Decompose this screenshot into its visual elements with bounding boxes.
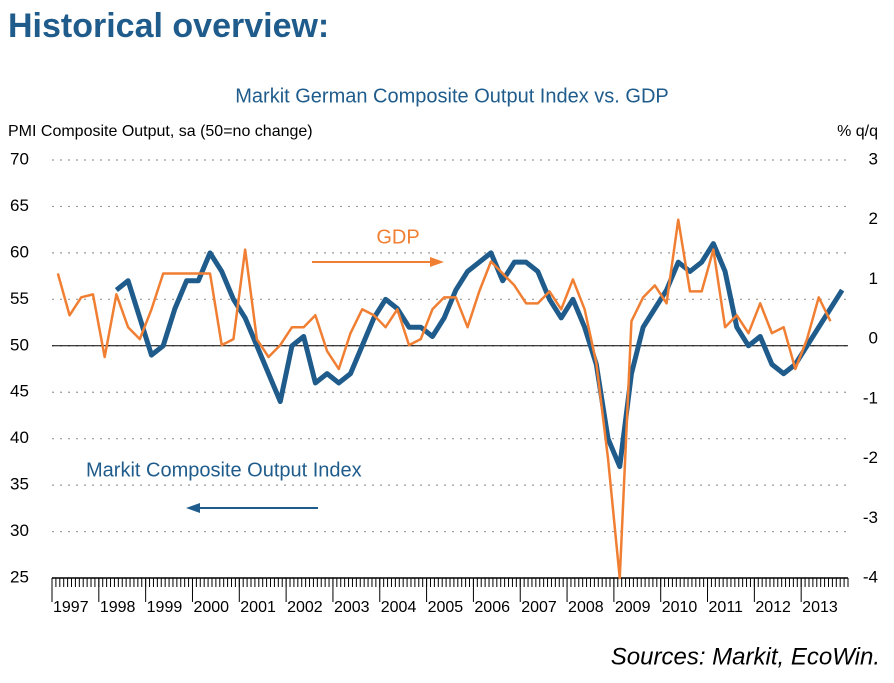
x-tick-label: 1998 (100, 599, 136, 616)
x-tick-label: 2000 (193, 599, 229, 616)
y2-axis-label: % q/q (837, 123, 878, 140)
y2-tick-label: 3 (869, 149, 878, 168)
x-tick-label: 2007 (521, 599, 557, 616)
x-tick-label: 2009 (615, 599, 651, 616)
x-tick-label: 2003 (334, 599, 370, 616)
x-tick-label: 2011 (709, 599, 744, 616)
arrowhead (186, 503, 200, 513)
x-tick-label: 2010 (662, 599, 698, 616)
series-line (114, 241, 845, 470)
chart-title: Markit German Composite Output Index vs.… (235, 85, 669, 107)
x-tick-label: 2008 (568, 599, 604, 616)
y-tick-label: 40 (10, 428, 29, 447)
y-tick-label: 60 (10, 242, 29, 261)
page-header: Historical overview: (8, 7, 329, 45)
y-tick-label: 55 (10, 289, 29, 308)
x-tick-label: 2001 (240, 599, 276, 616)
y-tick-label: 45 (10, 382, 29, 401)
x-tick-label: 1997 (53, 599, 89, 616)
y2-tick-label: 0 (869, 329, 878, 348)
x-tick-label: 2004 (381, 599, 417, 616)
arrowhead (430, 257, 444, 267)
annotation: GDP (376, 226, 419, 248)
y2-tick-label: -2 (863, 448, 878, 467)
y-tick-label: 25 (10, 567, 29, 586)
x-tick-label: 2012 (755, 599, 791, 616)
y-axis-label: PMI Composite Output, sa (50=no change) (8, 123, 313, 140)
y-tick-label: 30 (10, 521, 29, 540)
source-note: Sources: Markit, EcoWin. (611, 643, 880, 670)
y2-tick-label: -1 (863, 388, 878, 407)
y-tick-label: 70 (10, 149, 29, 168)
x-tick-label: 1999 (147, 599, 183, 616)
y2-tick-label: 2 (869, 209, 878, 228)
y2-tick-label: -3 (863, 508, 878, 527)
x-tick-label: 2013 (802, 599, 838, 616)
y2-tick-label: -4 (863, 567, 878, 586)
annotation: Markit Composite Output Index (86, 459, 362, 481)
series-line (56, 218, 832, 580)
x-tick-label: 2005 (428, 599, 464, 616)
y-tick-label: 65 (10, 196, 29, 215)
y-tick-label: 50 (10, 335, 29, 354)
x-tick-label: 2002 (287, 599, 323, 616)
x-tick-label: 2006 (474, 599, 510, 616)
y2-tick-label: 1 (869, 269, 878, 288)
y-tick-label: 35 (10, 475, 29, 494)
